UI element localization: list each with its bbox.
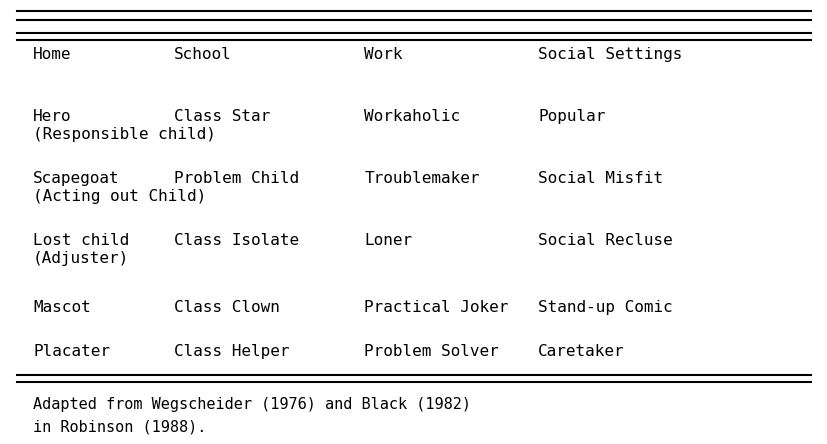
Text: Stand-up Comic: Stand-up Comic <box>538 300 672 315</box>
Text: Adapted from Wegscheider (1976) and Black (1982): Adapted from Wegscheider (1976) and Blac… <box>33 397 471 412</box>
Text: Social Settings: Social Settings <box>538 47 681 62</box>
Text: Practical Joker: Practical Joker <box>364 300 508 315</box>
Text: Workaholic: Workaholic <box>364 109 460 124</box>
Text: Social Misfit: Social Misfit <box>538 171 662 186</box>
Text: Loner: Loner <box>364 233 412 248</box>
Text: in Robinson (1988).: in Robinson (1988). <box>33 420 206 435</box>
Text: Social Recluse: Social Recluse <box>538 233 672 248</box>
Text: Home: Home <box>33 47 71 62</box>
Text: Placater: Placater <box>33 344 110 359</box>
Text: Class Star: Class Star <box>174 109 270 124</box>
Text: Popular: Popular <box>538 109 605 124</box>
Text: School: School <box>174 47 232 62</box>
Text: Class Isolate: Class Isolate <box>174 233 299 248</box>
Text: Work: Work <box>364 47 402 62</box>
Text: Class Helper: Class Helper <box>174 344 289 359</box>
Text: Class Clown: Class Clown <box>174 300 280 315</box>
Text: Troublemaker: Troublemaker <box>364 171 479 186</box>
Text: Problem Solver: Problem Solver <box>364 344 499 359</box>
Text: Lost child
(Adjuster): Lost child (Adjuster) <box>33 233 129 266</box>
Text: Mascot: Mascot <box>33 300 91 315</box>
Text: Scapegoat
(Acting out Child): Scapegoat (Acting out Child) <box>33 171 206 204</box>
Text: Problem Child: Problem Child <box>174 171 299 186</box>
Text: Hero
(Responsible child): Hero (Responsible child) <box>33 109 216 142</box>
Text: Caretaker: Caretaker <box>538 344 624 359</box>
